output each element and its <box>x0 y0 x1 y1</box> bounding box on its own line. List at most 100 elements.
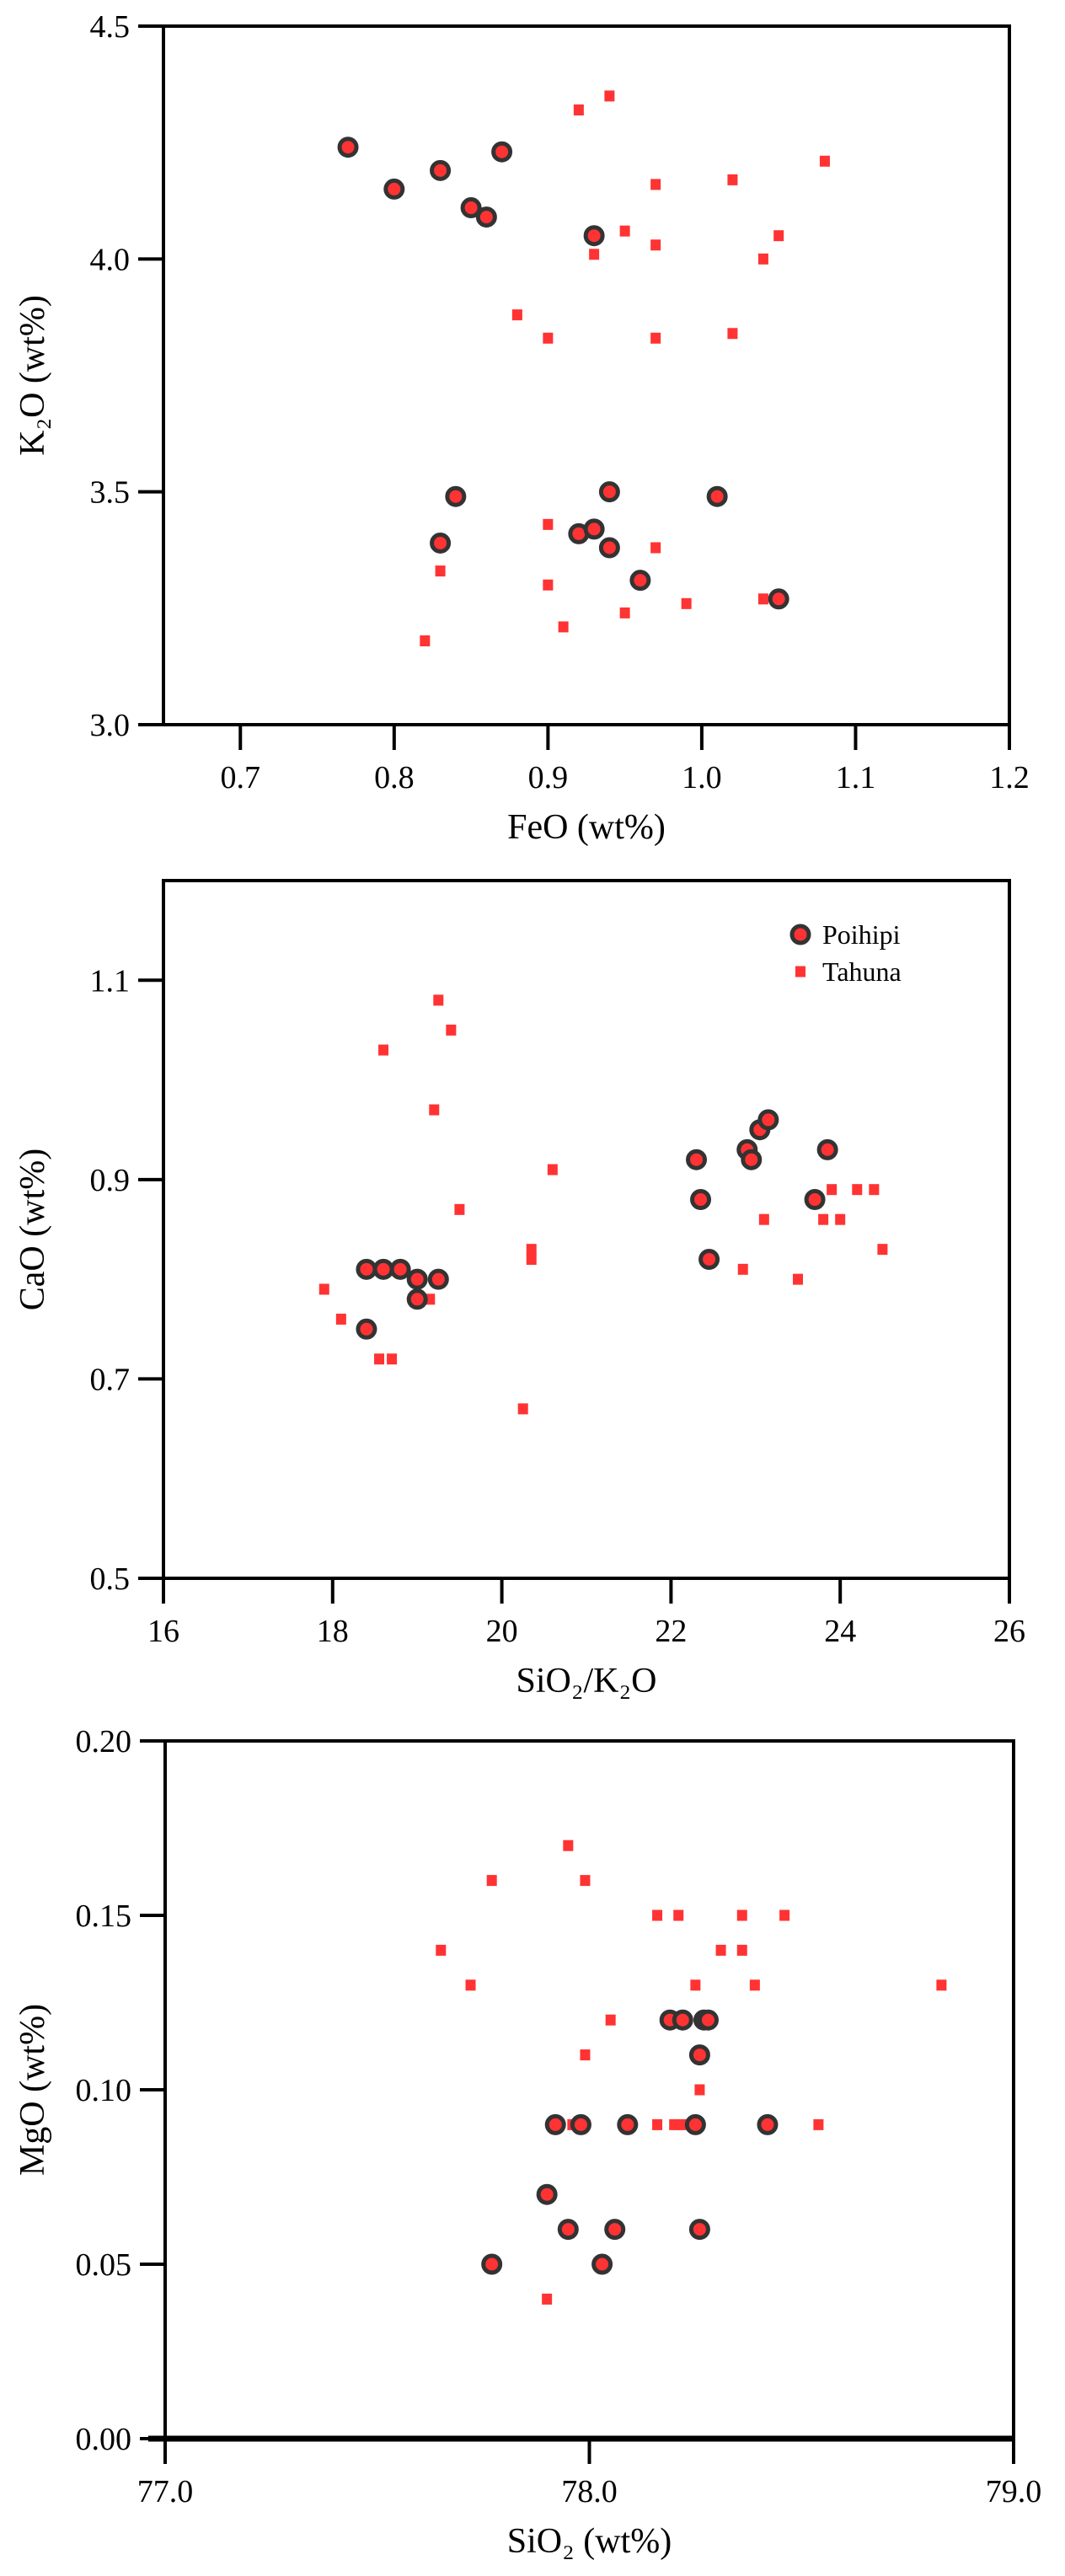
data-point-poihipi <box>536 2183 558 2205</box>
data-point-tahuna <box>619 607 630 619</box>
data-point-tahuna <box>650 239 661 251</box>
data-point-tahuna <box>435 565 446 577</box>
data-point-tahuna <box>563 1840 574 1851</box>
data-point-tahuna <box>486 1875 497 1887</box>
data-point-tahuna <box>604 90 615 102</box>
data-point-tahuna <box>526 1253 537 1265</box>
x-axis-label: FeO (wt%) <box>507 808 666 847</box>
data-point-tahuna <box>543 579 554 591</box>
data-point-tahuna <box>835 1213 846 1225</box>
data-point-poihipi <box>672 2009 693 2031</box>
data-point-poihipi <box>481 2253 503 2275</box>
data-point-tahuna <box>387 1353 398 1365</box>
data-point-poihipi <box>688 2219 710 2241</box>
data-point-tahuna <box>779 1909 790 1921</box>
data-point-tahuna <box>605 2014 616 2026</box>
chart-panel-2: 16 18 20 22 24 26 0.5 0.7 0.9 1.1 SiO₂/K₂O CaO (wt%… <box>13 879 1025 1700</box>
data-point-tahuna <box>465 1979 476 1991</box>
data-point-tahuna <box>580 2049 591 2061</box>
data-point-poihipi <box>427 1268 449 1290</box>
data-point-poihipi <box>389 1258 411 1280</box>
data-point-tahuna <box>715 1944 726 1956</box>
data-point-poihipi <box>816 1138 838 1160</box>
chart-panel-3: 77.0 78.0 79.0 0.00 0.05 0.10 0.15 0.20 SiO₂ (wt… <box>13 1724 1041 2561</box>
x-tick-label: 20 <box>486 1614 518 1649</box>
y-axis-label: K₂O (wt%) <box>13 295 52 456</box>
data-point-tahuna <box>690 1979 701 1991</box>
data-point-tahuna <box>652 1909 663 1921</box>
data-point-poihipi <box>604 2219 626 2241</box>
data-point-tahuna <box>773 230 784 242</box>
y-tick-label: 0.9 <box>90 1163 131 1198</box>
x-axis-label: SiO₂/K₂O <box>516 1662 657 1700</box>
legend-label: Poihipi <box>822 919 901 950</box>
data-point-tahuna <box>378 1044 389 1056</box>
data-point-poihipi <box>697 2009 719 2031</box>
data-point-poihipi <box>460 197 482 219</box>
data-point-poihipi <box>356 1318 377 1340</box>
data-point-tahuna <box>669 2118 680 2130</box>
x-tick-label: 77.0 <box>137 2474 194 2509</box>
y-tick-label: 0.05 <box>76 2247 132 2283</box>
x-tick-label: 79.0 <box>986 2474 1042 2509</box>
data-point-poihipi <box>757 1109 779 1131</box>
data-point-tahuna <box>526 1244 537 1256</box>
data-point-poihipi <box>583 225 605 247</box>
x-tick-label: 0.7 <box>221 760 261 795</box>
x-tick-label: 18 <box>317 1614 349 1649</box>
data-point-tahuna <box>694 2084 705 2096</box>
data-point-tahuna <box>589 249 600 260</box>
data-point-tahuna <box>736 1944 747 1956</box>
data-point-poihipi <box>372 1258 394 1280</box>
data-point-poihipi <box>491 141 513 163</box>
data-point-tahuna <box>827 1184 838 1196</box>
data-point-tahuna <box>454 1203 465 1215</box>
data-point-poihipi <box>690 1189 712 1211</box>
x-tick-label: 22 <box>655 1614 687 1649</box>
data-point-tahuna <box>335 1313 346 1325</box>
y-axis-label: CaO (wt%) <box>13 1149 52 1310</box>
data-point-tahuna <box>652 2118 663 2130</box>
y-tick-label: 4.0 <box>90 242 131 277</box>
data-point-tahuna <box>650 542 661 554</box>
data-point-tahuna <box>318 1283 329 1295</box>
data-point-poihipi <box>475 206 497 228</box>
data-point-tahuna <box>543 518 554 530</box>
data-point-tahuna <box>436 1944 447 1956</box>
plot-frame <box>163 1739 1015 2440</box>
x-tick-label: 16 <box>147 1614 179 1649</box>
x-tick-label: 0.8 <box>374 760 415 795</box>
x-tick-label: 1.1 <box>836 760 876 795</box>
y-tick-label: 0.15 <box>76 1899 132 1934</box>
y-tick-label: 3.0 <box>90 708 131 743</box>
data-point-poihipi <box>629 570 651 592</box>
x-tick-label: 1.0 <box>682 760 722 795</box>
legend-label: Tahuna <box>822 956 902 987</box>
data-point-poihipi <box>583 518 605 540</box>
data-point-tahuna <box>737 1263 748 1275</box>
data-point-tahuna <box>936 1979 947 1991</box>
data-point-tahuna <box>673 1909 684 1921</box>
data-point-poihipi <box>430 159 452 181</box>
data-point-tahuna <box>727 328 738 340</box>
data-point-tahuna <box>573 104 584 115</box>
data-point-poihipi <box>598 537 620 559</box>
plot-frame <box>162 24 1011 726</box>
x-tick-label: 26 <box>993 1614 1025 1649</box>
data-point-poihipi <box>406 1268 428 1290</box>
y-tick-label: 4.5 <box>90 9 131 45</box>
data-point-poihipi <box>741 1149 763 1170</box>
data-point-tahuna <box>542 2293 553 2305</box>
data-point-tahuna <box>650 179 661 190</box>
data-point-tahuna <box>517 1403 528 1415</box>
data-point-tahuna <box>758 1213 769 1225</box>
y-tick-label: 0.10 <box>76 2073 132 2108</box>
x-tick-label: 0.9 <box>528 760 569 795</box>
y-tick-label: 0.00 <box>76 2422 132 2457</box>
x-tick-label: 24 <box>824 1614 856 1649</box>
data-point-poihipi <box>445 485 467 507</box>
y-tick-label: 0.7 <box>90 1362 131 1397</box>
y-tick-label: 0.5 <box>90 1561 131 1597</box>
data-point-tahuna <box>749 1979 760 1991</box>
